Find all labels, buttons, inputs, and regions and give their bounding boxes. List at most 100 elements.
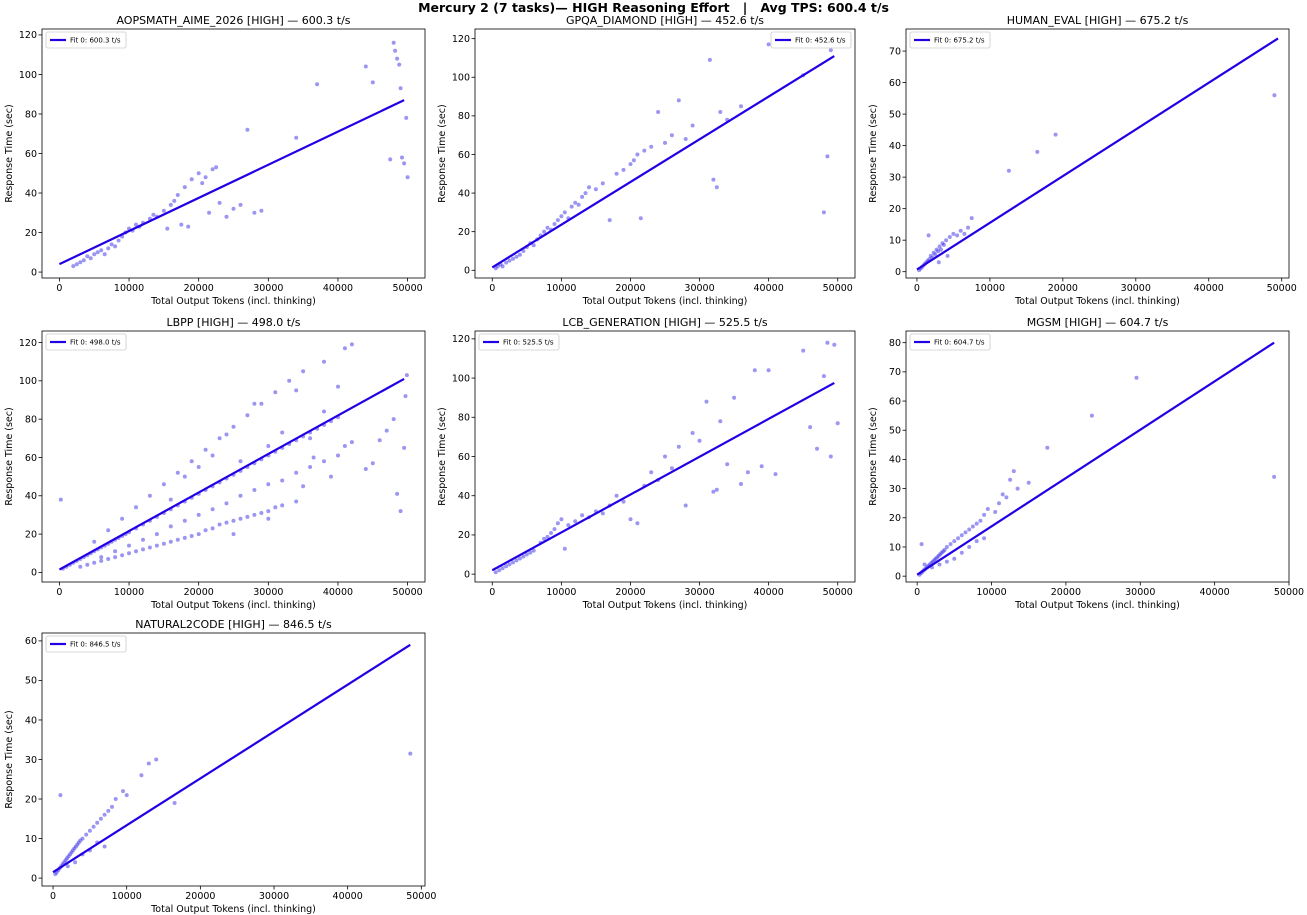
data-point xyxy=(524,552,529,557)
y-tick-label: 20 xyxy=(889,204,901,215)
data-point xyxy=(81,258,86,263)
data-point xyxy=(329,474,333,479)
x-tick-label: 20000 xyxy=(615,587,645,598)
data-point xyxy=(566,523,571,528)
data-point xyxy=(168,497,173,502)
data-point xyxy=(154,757,159,762)
subplot-6: 0 10000 20000 30000 40000 50000 0 10 20 30 40 50 60 7… xyxy=(868,316,1304,611)
x-tick-label: 10000 xyxy=(975,283,1005,294)
data-point xyxy=(974,539,979,544)
legend-label: Fit 0: 846.5 t/s xyxy=(70,641,121,649)
data-point xyxy=(926,233,931,238)
y-tick-label: 40 xyxy=(25,491,37,502)
data-point xyxy=(134,549,138,554)
data-point xyxy=(95,250,100,255)
data-point xyxy=(555,218,560,223)
legend-box xyxy=(45,333,127,351)
data-point xyxy=(745,470,750,475)
y-tick-label: 60 xyxy=(458,150,470,161)
data-point xyxy=(182,518,187,523)
data-point xyxy=(106,528,111,533)
data-point xyxy=(252,401,257,406)
data-point xyxy=(1006,168,1011,173)
data-point xyxy=(280,430,285,435)
data-point xyxy=(821,374,826,379)
y-tick-label: 60 xyxy=(25,636,37,647)
data-point xyxy=(189,177,194,182)
data-point xyxy=(224,501,229,506)
data-point xyxy=(252,488,257,492)
data-point xyxy=(408,751,413,756)
data-point xyxy=(349,342,354,347)
data-point xyxy=(186,224,191,229)
data-point xyxy=(621,167,626,172)
data-point xyxy=(573,519,578,524)
data-point xyxy=(697,438,702,443)
y-tick-label: 0 xyxy=(895,267,901,278)
data-point xyxy=(98,816,103,821)
data-point xyxy=(967,545,972,549)
data-point xyxy=(562,546,567,551)
data-point xyxy=(739,104,743,109)
data-point xyxy=(127,551,131,556)
scatter-points xyxy=(917,375,1277,577)
legend-box xyxy=(45,635,127,653)
data-point xyxy=(1134,375,1139,380)
data-point xyxy=(200,181,205,186)
subplot-title: LBPP [HIGH] — 498.0 t/s xyxy=(166,316,300,329)
data-point xyxy=(182,185,187,190)
fit-line xyxy=(52,643,411,874)
data-point xyxy=(752,368,757,373)
data-point xyxy=(500,566,505,571)
data-point xyxy=(336,384,340,389)
data-point xyxy=(531,548,536,553)
data-point xyxy=(224,214,229,219)
x-tick-label: 10000 xyxy=(546,587,576,598)
y-tick-label: 70 xyxy=(889,46,901,57)
x-tick-label: 0 xyxy=(50,891,56,902)
data-point xyxy=(266,516,271,521)
data-point xyxy=(649,470,654,475)
data-point xyxy=(517,252,522,257)
plot-frame xyxy=(905,28,1290,279)
x-tick-label: 50000 xyxy=(406,891,436,902)
x-tick-label: 30000 xyxy=(259,891,289,902)
data-point xyxy=(134,505,138,510)
data-point xyxy=(573,200,578,205)
data-point xyxy=(58,497,63,502)
data-point xyxy=(58,793,63,798)
data-point xyxy=(933,252,938,257)
data-point xyxy=(739,482,743,486)
x-tick-label: 30000 xyxy=(684,283,714,294)
data-point xyxy=(85,562,90,567)
data-point xyxy=(939,247,943,252)
data-point xyxy=(1026,480,1031,485)
x-tick-label: 40000 xyxy=(1194,283,1224,294)
legend: Fit 0: 675.2 t/s xyxy=(909,31,991,49)
data-point xyxy=(835,421,840,426)
data-point xyxy=(955,233,960,238)
legend: Fit 0: 604.7 t/s xyxy=(909,333,991,351)
data-point xyxy=(969,216,974,221)
scatter-points xyxy=(917,93,1277,273)
data-point xyxy=(224,432,229,437)
data-point xyxy=(172,198,177,203)
data-point xyxy=(642,148,647,153)
data-point xyxy=(315,82,320,87)
data-point xyxy=(224,520,229,525)
y-tick-label: 40 xyxy=(889,455,901,466)
x-tick-label: 10000 xyxy=(114,587,144,598)
x-axis-label: Total Output Tokens (incl. thinking) xyxy=(150,296,316,307)
data-point xyxy=(614,493,619,498)
data-point xyxy=(266,509,271,514)
data-point xyxy=(134,222,138,227)
data-point xyxy=(963,530,968,535)
y-tick-label: 80 xyxy=(889,338,901,349)
data-point xyxy=(336,453,340,458)
data-point xyxy=(120,553,125,558)
data-point xyxy=(542,229,547,234)
data-point xyxy=(562,210,567,215)
data-point xyxy=(106,808,111,813)
data-point xyxy=(404,373,409,378)
